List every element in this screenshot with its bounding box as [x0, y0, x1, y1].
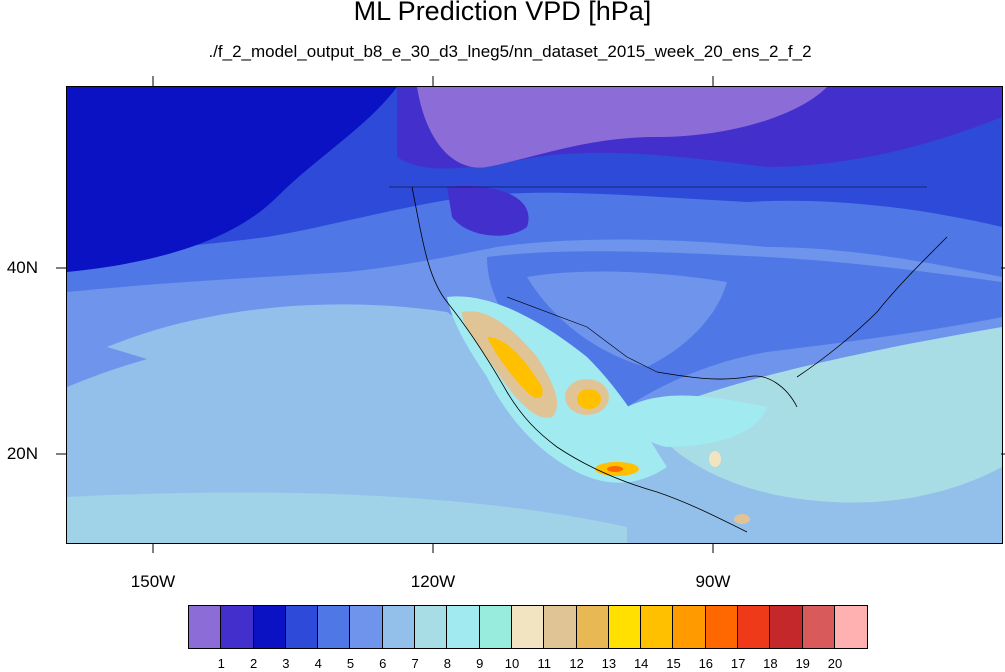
colorbar-box — [447, 606, 480, 648]
colorbar-level-label: 20 — [827, 656, 843, 671]
colorbar-level-label: 2 — [249, 656, 258, 671]
colorbar-level-label: 5 — [346, 656, 355, 671]
field-mexico-hotter — [577, 389, 601, 409]
colorbar-box — [770, 606, 803, 648]
colorbar-box — [544, 606, 577, 648]
colorbar-level-label: 4 — [314, 656, 322, 671]
colorbar-box — [189, 606, 222, 648]
colorbar-box — [318, 606, 351, 648]
colorbar-level-label: 15 — [666, 656, 681, 671]
colorbar-box — [253, 606, 286, 648]
colorbar-box — [221, 606, 254, 648]
colorbar-level-label: 3 — [282, 656, 290, 671]
colorbar-level-label: 17 — [730, 656, 746, 671]
colorbar-box — [608, 606, 642, 648]
field-pacific-darkest — [67, 87, 397, 272]
colorbar-level-label: 1 — [217, 656, 225, 671]
colorbar-level-label: 8 — [443, 656, 451, 671]
field-yucatan — [709, 451, 721, 467]
colorbar-level-label: 12 — [569, 656, 584, 671]
colorbar-box — [576, 606, 609, 648]
lat-label-40n: 40N — [6, 258, 38, 277]
vpd-map — [66, 86, 1003, 544]
colorbar-box — [350, 606, 383, 648]
coastline-pacific — [411, 186, 748, 533]
colorbar-level-label: 7 — [411, 656, 419, 671]
colorbar-level-label: 11 — [537, 656, 552, 671]
map-title: ML Prediction VPD [hPa] — [353, 0, 652, 26]
lon-label-90w: 90W — [695, 572, 731, 591]
colorbar-box — [479, 606, 512, 648]
field-pnw — [447, 186, 529, 236]
colorbar — [188, 605, 869, 649]
colorbar-box — [673, 606, 706, 648]
field-baja-hotter — [487, 337, 543, 399]
colorbar-box — [511, 606, 545, 648]
field-plains — [527, 271, 727, 367]
colorbar-level-label: 13 — [601, 656, 617, 671]
map-subtitle: ./f_2_model_output_b8_e_30_d3_lneg5/nn_d… — [208, 42, 812, 61]
colorbar-level-label: 9 — [476, 656, 484, 671]
field-band-south — [67, 492, 627, 543]
colorbar-level-label: 19 — [795, 656, 810, 671]
colorbar-box — [802, 606, 835, 648]
field-canada-light — [417, 87, 827, 168]
colorbar-box — [285, 606, 319, 648]
border-us-mexico — [506, 296, 658, 373]
field-gulf — [627, 395, 767, 447]
colorbar-level-label: 6 — [379, 656, 387, 671]
colorbar-box — [834, 606, 868, 648]
field-central-america — [734, 514, 750, 524]
lon-label-150w: 150W — [130, 572, 176, 591]
colorbar-box — [705, 606, 739, 648]
colorbar-level-label: 14 — [633, 656, 649, 671]
lon-label-120w: 120W — [410, 572, 456, 591]
colorbar-box — [641, 606, 674, 648]
lat-label-20n: 20N — [6, 444, 38, 463]
colorbar-box — [382, 606, 416, 648]
colorbar-box — [738, 606, 771, 648]
colorbar-labels: 1 2 3 4 5 6 7 8 9 10 11 12 13 14 15 16 17 18 19 20 — [0, 656, 1005, 672]
colorbar-level-label: 10 — [504, 656, 520, 671]
field-south-mexico-hottest — [607, 466, 623, 472]
colorbar-level-label: 16 — [698, 656, 714, 671]
field-band-pacific — [107, 304, 497, 377]
colorbar-box — [415, 606, 448, 648]
map-canvas — [67, 87, 1002, 543]
coastline-gulf-atlantic — [656, 236, 948, 408]
colorbar-level-label: 18 — [763, 656, 778, 671]
field-gulf-atlantic — [647, 327, 1002, 503]
